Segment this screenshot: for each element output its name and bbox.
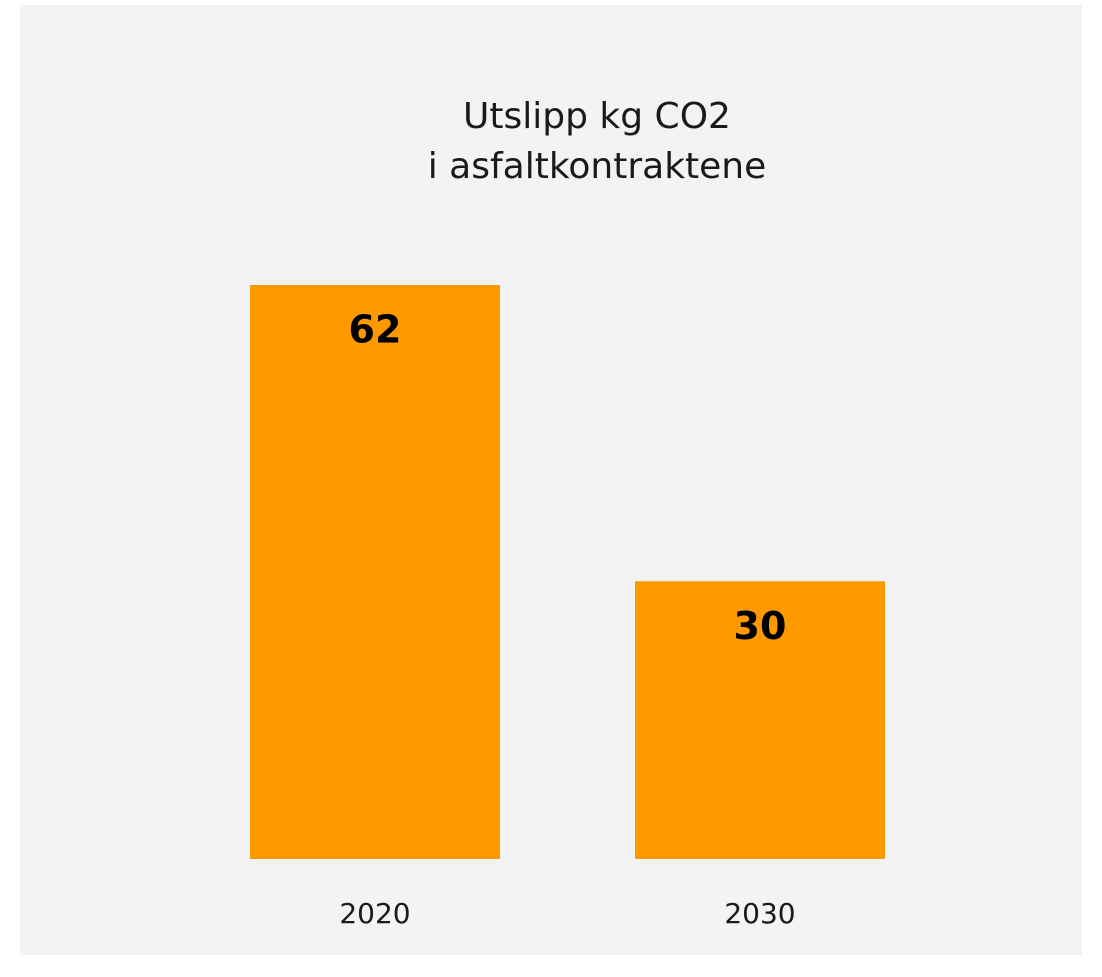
- bar: [250, 285, 500, 859]
- data-label: 62: [349, 308, 402, 352]
- panel: [20, 5, 1082, 955]
- x-tick-label: 2020: [339, 897, 410, 930]
- x-tick-label: 2030: [724, 897, 795, 930]
- data-label: 30: [734, 604, 787, 648]
- chart-title: Utslipp kg CO2: [463, 96, 731, 137]
- chart-title: i asfaltkontraktene: [428, 146, 767, 187]
- bar: [635, 581, 885, 859]
